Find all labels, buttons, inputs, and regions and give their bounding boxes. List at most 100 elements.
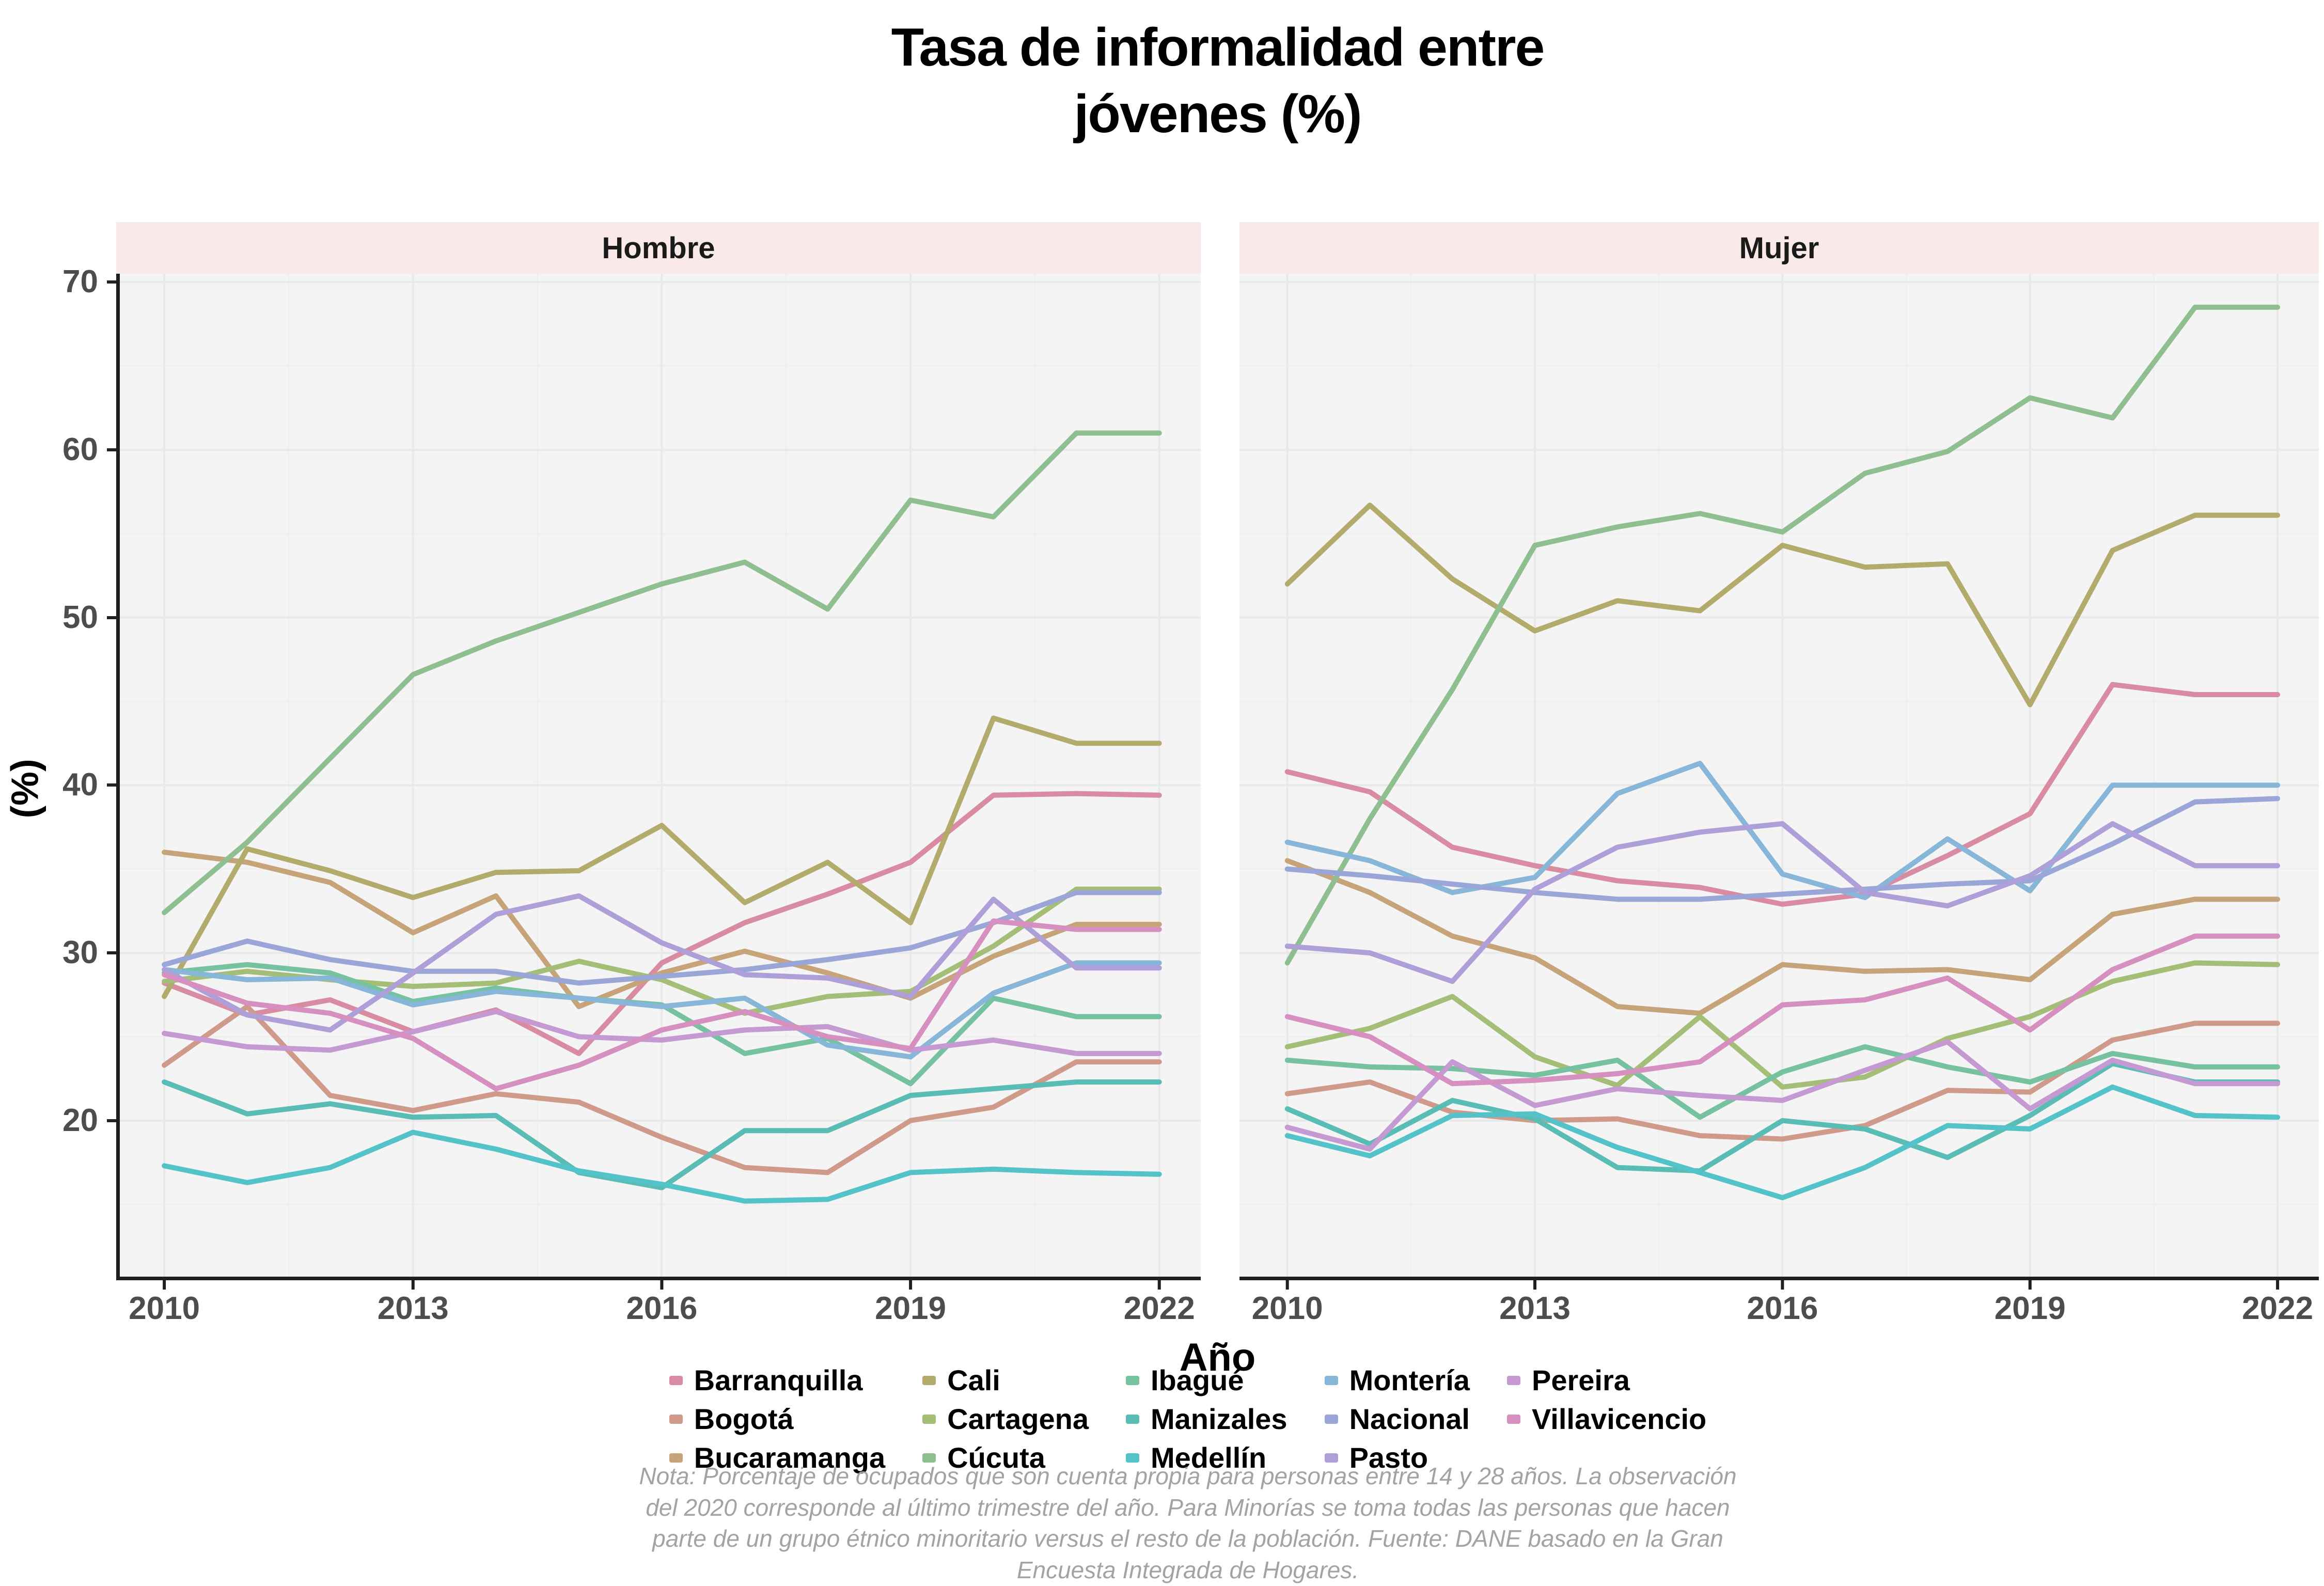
y-tick-mark-40 <box>107 783 116 787</box>
y-tick-label-30: 30 <box>62 935 98 971</box>
line-cucuta <box>1284 304 2281 966</box>
legend-label: Bucaramanga <box>694 1441 886 1474</box>
y-tick-label-40: 40 <box>62 767 98 803</box>
caption-line2: del 2020 corresponde al último trimestre… <box>646 1494 1730 1521</box>
x-tick-label-2013: 2013 <box>377 1291 449 1326</box>
facet-panel-mujer <box>1239 274 2319 1290</box>
panel-mujer <box>1239 274 2319 1292</box>
facet-strip-mujer: Mujer <box>1239 222 2319 274</box>
facet-strip-mujer-label: Mujer <box>1739 231 1819 265</box>
x-tick-label-2022: 2022 <box>1123 1291 1195 1326</box>
line-villavicencio <box>1284 933 2281 1087</box>
line-cucuta <box>162 430 1162 916</box>
chart-title-line1: Tasa de informalidad entre <box>891 18 1545 77</box>
legend-swatch-icon <box>922 1414 936 1424</box>
legend-label: Manizales <box>1151 1403 1287 1435</box>
legend-item-medellin: Medellín <box>1126 1441 1287 1474</box>
legend-item-cali: Cali <box>922 1363 1089 1397</box>
line-ibague <box>1284 1044 2281 1120</box>
y-tick-mark-50 <box>107 616 116 619</box>
legend-swatch-icon <box>922 1453 936 1463</box>
x-tick-label-2019: 2019 <box>875 1291 947 1326</box>
legend-label: Villavicencio <box>1531 1403 1707 1435</box>
legend-item-villavicencio: Villavicencio <box>1506 1402 1707 1436</box>
legend-label: Cartagena <box>947 1403 1089 1435</box>
legend-item-cartagena: Cartagena <box>922 1402 1089 1436</box>
x-tick-label-2010: 2010 <box>129 1291 200 1326</box>
line-bogota <box>162 1004 1162 1175</box>
legend-swatch-icon <box>1126 1414 1139 1424</box>
line-pasto <box>162 893 1162 1033</box>
legend-label: Cúcuta <box>947 1441 1045 1474</box>
chart-title-line2: jóvenes (%) <box>1074 84 1362 144</box>
line-barranquilla <box>162 791 1162 1056</box>
legend-item-nacional: Nacional <box>1324 1402 1470 1436</box>
legend-item-bucaramanga: Bucaramanga <box>669 1441 885 1474</box>
legend-swatch-icon <box>1126 1453 1139 1463</box>
legend-item-pasto: Pasto <box>1324 1441 1470 1474</box>
legend-item-bogota: Bogotá <box>669 1402 885 1436</box>
legend: Barranquilla Bogotá Bucaramanga Cali Cartage… <box>52 1363 2324 1474</box>
line-nacional <box>1284 796 2281 902</box>
line-bucaramanga <box>162 850 1162 1009</box>
caption-line4: Encuesta Integrada de Hogares. <box>1016 1557 1359 1584</box>
legend-grid: Barranquilla Bogotá Bucaramanga Cali Cartage… <box>669 1363 1707 1474</box>
line-manizales <box>162 1079 1162 1190</box>
x-tick-label-2013: 2013 <box>1499 1291 1571 1326</box>
line-cali <box>1284 503 2281 708</box>
caption-note: Nota: Porcentaje de ocupados que son cue… <box>52 1461 2324 1586</box>
line-monteria <box>1284 761 2281 900</box>
line-manizales <box>1284 1061 2281 1174</box>
legend-label: Montería <box>1349 1364 1470 1396</box>
facet-strip-hombre: Hombre <box>116 222 1201 274</box>
legend-swatch-icon <box>1324 1414 1338 1424</box>
y-axis-title: (%) <box>3 759 46 819</box>
facet-panel-hombre <box>116 274 1201 1290</box>
legend-swatch-icon <box>669 1414 683 1424</box>
line-bogota <box>1284 1020 2281 1142</box>
line-barranquilla <box>1284 682 2281 907</box>
x-tick-label-2022: 2022 <box>2242 1291 2314 1326</box>
legend-label: Pereira <box>1531 1364 1630 1396</box>
y-tick-mark-30 <box>107 951 116 955</box>
panel-hombre <box>116 274 1201 1292</box>
legend-label: Bogotá <box>694 1403 794 1435</box>
line-medellin <box>1284 1084 2281 1201</box>
line-monteria <box>162 960 1162 1060</box>
x-tick-label-2010: 2010 <box>1251 1291 1323 1326</box>
line-pasto <box>1284 821 2281 984</box>
y-tick-mark-70 <box>107 280 116 284</box>
y-tick-label-50: 50 <box>62 599 98 635</box>
legend-swatch-icon <box>669 1375 683 1385</box>
x-tick-label-2016: 2016 <box>626 1291 698 1326</box>
caption-line3: parte de un grupo étnico minoritario ver… <box>652 1525 1723 1552</box>
legend-label: Nacional <box>1349 1403 1470 1435</box>
y-tick-label-70: 70 <box>62 264 98 300</box>
legend-item-cucuta: Cúcuta <box>922 1441 1089 1474</box>
legend-label: Barranquilla <box>694 1364 863 1396</box>
line-bucaramanga <box>1284 858 2281 1016</box>
legend-item-monteria: Montería <box>1324 1363 1470 1397</box>
legend-swatch-icon <box>1506 1414 1520 1424</box>
line-pereira <box>1284 1039 2281 1152</box>
legend-item-pereira: Pereira <box>1506 1363 1706 1397</box>
x-tick-label-2016: 2016 <box>1747 1291 1818 1326</box>
legend-label: Medellín <box>1151 1441 1267 1474</box>
legend-swatch-icon <box>922 1375 936 1385</box>
legend-swatch-icon <box>1324 1375 1338 1385</box>
legend-item-barranquilla: Barranquilla <box>669 1363 885 1397</box>
y-axis-tick-marks <box>103 0 116 1549</box>
x-axis-title: Año <box>1179 1336 1256 1379</box>
legend-swatch-icon <box>669 1453 683 1463</box>
facet-strip-hombre-label: Hombre <box>602 231 715 265</box>
y-axis-tick-labels: 70 60 50 40 30 20 <box>21 0 98 1549</box>
legend-item-ibague: Ibagué <box>1126 1363 1287 1397</box>
line-villavicencio <box>162 918 1162 1092</box>
x-tick-label-2019: 2019 <box>1994 1291 2066 1326</box>
legend-swatch-icon <box>1324 1453 1338 1463</box>
legend-swatch-icon <box>1506 1375 1520 1385</box>
chart-title: Tasa de informalidad entre jóvenes (%) <box>116 14 2319 148</box>
y-tick-label-20: 20 <box>62 1102 98 1138</box>
line-medellin <box>162 1129 1162 1204</box>
line-cartagena <box>1284 960 2281 1090</box>
